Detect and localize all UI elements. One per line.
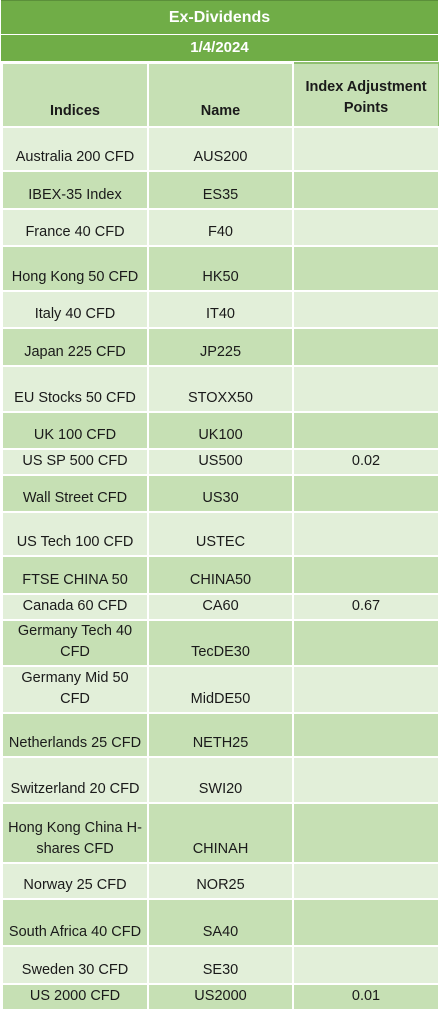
cell-adjustment-points — [292, 170, 439, 210]
cell-adjustment-points — [292, 665, 439, 714]
table-row: Sweden 30 CFD SE30 — [1, 945, 439, 985]
table-row: South Africa 40 CFD SA40 — [1, 898, 439, 947]
cell-name: USTEC — [147, 511, 294, 557]
cell-index: Germany Tech 40 CFD — [1, 619, 149, 667]
cell-name: TecDE30 — [147, 619, 294, 667]
cell-name: ES35 — [147, 170, 294, 210]
cell-index: US 2000 CFD — [1, 983, 149, 1011]
cell-adjustment-points — [292, 290, 439, 329]
header-row: Indices Name Index Adjustment Points — [1, 62, 439, 128]
table-row: EU Stocks 50 CFD STOXX50 — [1, 365, 439, 413]
cell-adjustment-points — [292, 619, 439, 667]
cell-adjustment-points — [292, 862, 439, 900]
table-row: Italy 40 CFD IT40 — [1, 290, 439, 329]
table-row: Germany Tech 40 CFD TecDE30 — [1, 619, 439, 667]
sheet-title: Ex-Dividends — [1, 0, 438, 35]
cell-index: Wall Street CFD — [1, 474, 149, 513]
cell-index: Hong Kong 50 CFD — [1, 245, 149, 292]
cell-name: MidDE50 — [147, 665, 294, 714]
cell-name: SE30 — [147, 945, 294, 985]
cell-name: SWI20 — [147, 756, 294, 804]
cell-adjustment-points — [292, 411, 439, 450]
cell-adjustment-points — [292, 208, 439, 247]
cell-name: UK100 — [147, 411, 294, 450]
cell-index: Australia 200 CFD — [1, 126, 149, 172]
cell-name: STOXX50 — [147, 365, 294, 413]
table-row: FTSE CHINA 50 CHINA50 — [1, 555, 439, 595]
header-name: Name — [147, 62, 294, 128]
cell-name: CHINA50 — [147, 555, 294, 595]
cell-adjustment-points: 0.02 — [292, 448, 439, 476]
cell-index: Switzerland 20 CFD — [1, 756, 149, 804]
cell-index: Norway 25 CFD — [1, 862, 149, 900]
cell-name: F40 — [147, 208, 294, 247]
table-row: US Tech 100 CFD USTEC — [1, 511, 439, 557]
cell-name: SA40 — [147, 898, 294, 947]
cell-index: Italy 40 CFD — [1, 290, 149, 329]
cell-adjustment-points: 0.67 — [292, 593, 439, 621]
table-row: Japan 225 CFD JP225 — [1, 327, 439, 367]
table-row: France 40 CFD F40 — [1, 208, 439, 247]
cell-name: CA60 — [147, 593, 294, 621]
cell-adjustment-points: 0.01 — [292, 983, 439, 1011]
cell-adjustment-points — [292, 365, 439, 413]
cell-index: US SP 500 CFD — [1, 448, 149, 476]
cell-adjustment-points — [292, 327, 439, 367]
cell-name: HK50 — [147, 245, 294, 292]
table-row: Australia 200 CFD AUS200 — [1, 126, 439, 172]
cell-name: US2000 — [147, 983, 294, 1011]
cell-index: US Tech 100 CFD — [1, 511, 149, 557]
cell-name: NOR25 — [147, 862, 294, 900]
header-indices: Indices — [1, 62, 149, 128]
header-adjustment-points: Index Adjustment Points — [292, 62, 439, 128]
cell-adjustment-points — [292, 802, 439, 864]
cell-adjustment-points — [292, 474, 439, 513]
cell-adjustment-points — [292, 945, 439, 985]
table-row: Norway 25 CFD NOR25 — [1, 862, 439, 900]
table-row: Switzerland 20 CFD SWI20 — [1, 756, 439, 804]
cell-index: Hong Kong China H-shares CFD — [1, 802, 149, 864]
cell-name: US500 — [147, 448, 294, 476]
sheet-date: 1/4/2024 — [1, 35, 438, 62]
table-row: Canada 60 CFD CA60 0.67 — [1, 593, 439, 621]
cell-adjustment-points — [292, 511, 439, 557]
table-row: US SP 500 CFD US500 0.02 — [1, 448, 439, 476]
cell-index: EU Stocks 50 CFD — [1, 365, 149, 413]
table-body: Australia 200 CFD AUS200 IBEX-35 Index ES35… — [1, 126, 439, 1011]
cell-index: Germany Mid 50 CFD — [1, 665, 149, 714]
cell-adjustment-points — [292, 126, 439, 172]
cell-name: NETH25 — [147, 712, 294, 758]
table-row: Wall Street CFD US30 — [1, 474, 439, 513]
cell-index: UK 100 CFD — [1, 411, 149, 450]
cell-adjustment-points — [292, 898, 439, 947]
cell-index: FTSE CHINA 50 — [1, 555, 149, 595]
cell-name: IT40 — [147, 290, 294, 329]
cell-name: AUS200 — [147, 126, 294, 172]
cell-index: IBEX-35 Index — [1, 170, 149, 210]
cell-name: CHINAH — [147, 802, 294, 864]
cell-index: Japan 225 CFD — [1, 327, 149, 367]
cell-adjustment-points — [292, 712, 439, 758]
table-row: IBEX-35 Index ES35 — [1, 170, 439, 210]
cell-adjustment-points — [292, 756, 439, 804]
cell-name: JP225 — [147, 327, 294, 367]
table-row: UK 100 CFD UK100 — [1, 411, 439, 450]
cell-index: Canada 60 CFD — [1, 593, 149, 621]
cell-index: France 40 CFD — [1, 208, 149, 247]
table-row: Germany Mid 50 CFD MidDE50 — [1, 665, 439, 714]
table-row: Netherlands 25 CFD NETH25 — [1, 712, 439, 758]
dividends-table: Indices Name Index Adjustment Points Aus… — [1, 62, 439, 1011]
cell-adjustment-points — [292, 245, 439, 292]
table-row: Hong Kong China H-shares CFD CHINAH — [1, 802, 439, 864]
cell-index: Sweden 30 CFD — [1, 945, 149, 985]
table-row: Hong Kong 50 CFD HK50 — [1, 245, 439, 292]
cell-adjustment-points — [292, 555, 439, 595]
cell-name: US30 — [147, 474, 294, 513]
table-row: US 2000 CFD US2000 0.01 — [1, 983, 439, 1011]
cell-index: Netherlands 25 CFD — [1, 712, 149, 758]
cell-index: South Africa 40 CFD — [1, 898, 149, 947]
